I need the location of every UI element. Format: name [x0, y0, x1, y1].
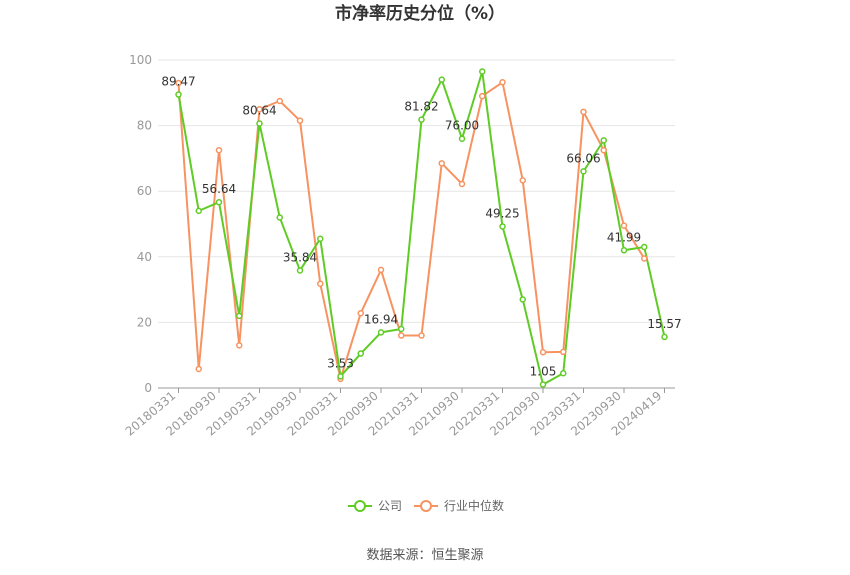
y-tick-label: 100	[129, 53, 152, 67]
data-point	[519, 177, 526, 184]
data-point	[195, 207, 202, 215]
data-point	[641, 255, 648, 262]
data-point	[641, 243, 648, 251]
data-point	[580, 168, 587, 175]
data-point	[337, 373, 344, 380]
data-label: 15.57	[647, 317, 681, 331]
data-point	[560, 348, 567, 356]
data-point	[296, 117, 304, 124]
data-point	[236, 342, 243, 349]
series-points	[175, 68, 668, 388]
grid	[158, 59, 675, 323]
data-point	[539, 348, 547, 356]
y-tick-label: 60	[137, 184, 152, 198]
data-point	[276, 214, 283, 221]
data-point	[215, 198, 223, 206]
data-label: 56.64	[202, 182, 236, 196]
data-label: 41.99	[607, 230, 641, 244]
data-point	[317, 235, 324, 243]
data-label: 49.25	[485, 206, 519, 220]
data-point	[600, 146, 607, 154]
y-tick-label: 0	[144, 381, 152, 395]
data-label: 76.00	[445, 119, 479, 133]
data-labels: 89.47 56.64 80.64 35.84 3.53 16.94 81.82 76.00 4…	[161, 75, 681, 379]
data-point	[620, 222, 628, 229]
data-point	[215, 146, 223, 154]
data-label: 66.06	[566, 151, 600, 165]
data-label: 1.05	[530, 365, 557, 379]
data-label: 3.53	[327, 356, 354, 370]
data-point	[377, 329, 385, 336]
data-label: 35.84	[283, 250, 317, 264]
data-point	[479, 68, 486, 75]
chart-title: 市净率历史分位（%）	[335, 3, 505, 24]
data-point	[479, 92, 486, 100]
y-tick-label: 20	[137, 315, 152, 329]
data-point	[458, 135, 466, 142]
data-point	[357, 309, 364, 317]
data-label: 80.64	[242, 104, 276, 118]
data-point	[175, 79, 182, 87]
data-point	[458, 180, 466, 188]
y-tick-label: 80	[137, 119, 152, 133]
data-point	[398, 325, 405, 333]
data-point	[519, 296, 526, 303]
data-point	[438, 76, 445, 83]
legend-marker	[354, 500, 366, 512]
data-label: 16.94	[364, 312, 398, 326]
data-point	[236, 312, 243, 320]
legend-item[interactable]: 公司	[348, 499, 402, 513]
data-label: 89.47	[161, 75, 195, 89]
data-point	[418, 332, 425, 339]
data-point	[600, 137, 607, 144]
data-point	[398, 332, 405, 339]
data-point	[276, 97, 283, 105]
data-point	[438, 160, 445, 167]
data-point	[539, 381, 547, 388]
legend[interactable]: 公司 行业中位数	[348, 498, 504, 513]
data-point	[499, 223, 506, 230]
source-note: 数据来源：恒生聚源	[366, 548, 483, 563]
data-point	[661, 333, 668, 341]
legend-label: 行业中位数	[444, 498, 504, 513]
data-point	[357, 350, 364, 357]
data-point	[620, 247, 628, 254]
data-point	[195, 365, 202, 373]
data-point	[317, 280, 324, 287]
legend-label: 公司	[378, 499, 402, 513]
data-point	[418, 116, 425, 123]
legend-item[interactable]: 行业中位数	[414, 498, 504, 513]
data-point	[296, 267, 304, 274]
x-axis: 2018033120180930201903312019093020200331…	[123, 387, 675, 439]
data-point	[377, 266, 385, 274]
legend-marker	[420, 500, 432, 512]
data-point	[580, 108, 587, 116]
data-point	[175, 91, 182, 98]
y-tick-label: 40	[137, 250, 152, 264]
data-point	[499, 79, 506, 86]
data-label: 81.82	[404, 100, 438, 114]
y-axis: 0 20 40 60 80 100	[129, 53, 152, 395]
data-point	[560, 369, 567, 377]
data-point	[256, 120, 263, 127]
data-point	[256, 105, 263, 113]
